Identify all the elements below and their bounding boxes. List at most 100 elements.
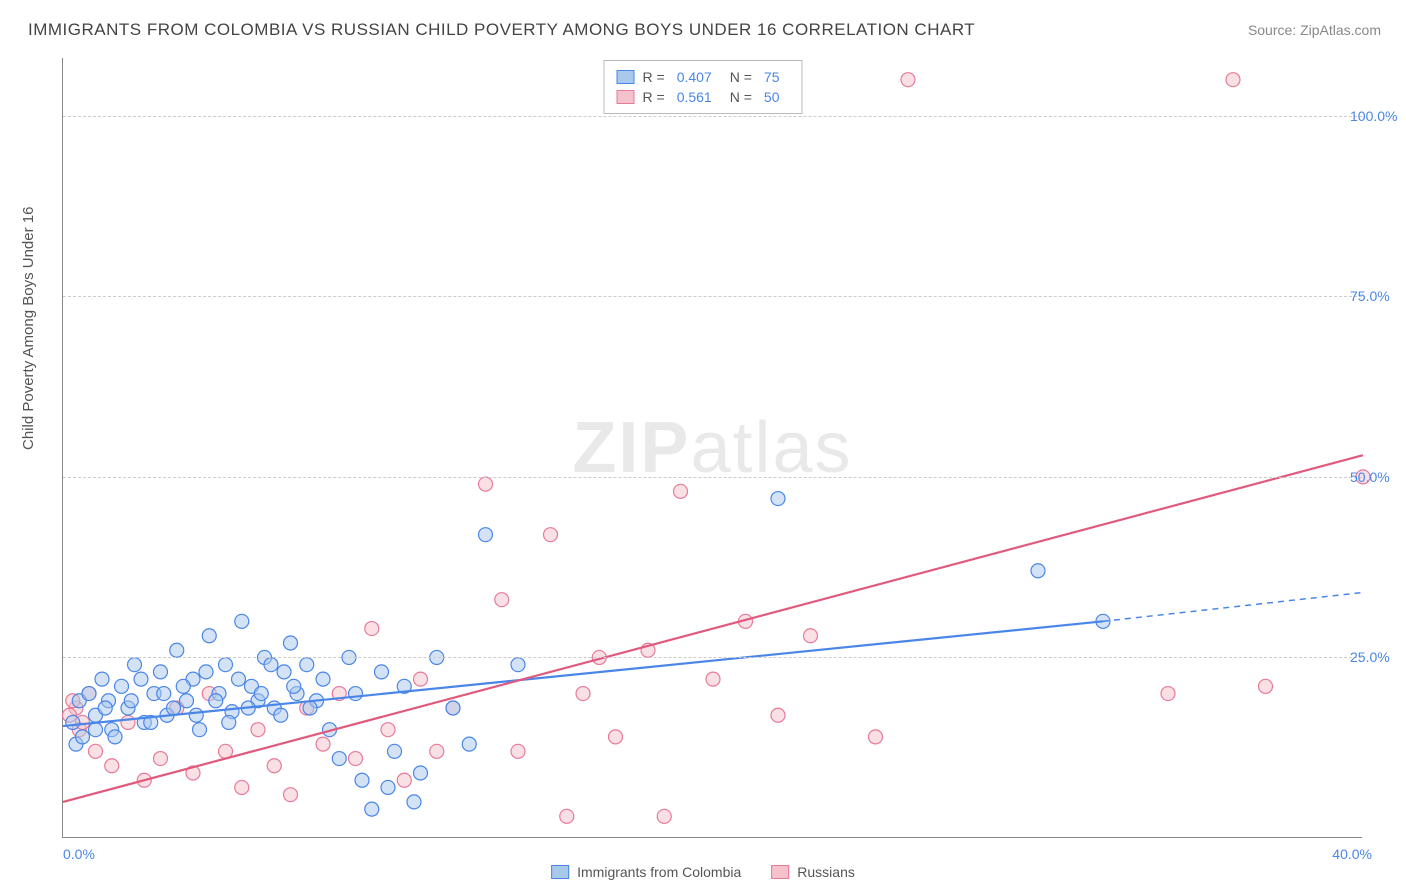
blue-trend-dashed bbox=[1103, 592, 1363, 621]
pink-point bbox=[479, 477, 493, 491]
y-tick-label: 100.0% bbox=[1350, 108, 1406, 124]
blue-point bbox=[134, 672, 148, 686]
blue-point bbox=[193, 723, 207, 737]
legend-label: Russians bbox=[797, 864, 855, 880]
plot-area: 0.0% 40.0% ZIPatlas 25.0%50.0%75.0%100.0… bbox=[62, 58, 1362, 838]
blue-point bbox=[375, 665, 389, 679]
x-tick-max: 40.0% bbox=[1332, 846, 1372, 862]
pink-point bbox=[267, 759, 281, 773]
blue-point bbox=[98, 701, 112, 715]
legend-row: R =0.561N =50 bbox=[617, 87, 790, 107]
blue-point bbox=[287, 679, 301, 693]
n-value: 50 bbox=[764, 89, 780, 105]
blue-point bbox=[349, 687, 363, 701]
pink-point bbox=[657, 809, 671, 823]
blue-point bbox=[89, 723, 103, 737]
legend-swatch bbox=[617, 90, 635, 104]
blue-point bbox=[446, 701, 460, 715]
blue-point bbox=[414, 766, 428, 780]
blue-point bbox=[254, 687, 268, 701]
pink-point bbox=[430, 744, 444, 758]
pink-point bbox=[804, 629, 818, 643]
blue-point bbox=[511, 658, 525, 672]
y-axis-label: Child Poverty Among Boys Under 16 bbox=[20, 207, 37, 450]
legend-label: Immigrants from Colombia bbox=[577, 864, 741, 880]
pink-trend-line bbox=[63, 455, 1363, 802]
legend-item: Immigrants from Colombia bbox=[551, 864, 741, 880]
blue-point bbox=[199, 665, 213, 679]
blue-point bbox=[202, 629, 216, 643]
legend-swatch bbox=[771, 865, 789, 879]
blue-point bbox=[332, 752, 346, 766]
blue-point bbox=[274, 708, 288, 722]
x-tick-min: 0.0% bbox=[63, 846, 95, 862]
n-value: 75 bbox=[764, 69, 780, 85]
n-label: N = bbox=[730, 89, 752, 105]
y-tick-label: 50.0% bbox=[1350, 469, 1406, 485]
r-label: R = bbox=[643, 69, 665, 85]
blue-point bbox=[479, 528, 493, 542]
pink-point bbox=[901, 73, 915, 87]
legend-item: Russians bbox=[771, 864, 855, 880]
correlation-legend: R = 0.407 N = 75R = 0.561 N = 50 bbox=[604, 60, 803, 114]
blue-point bbox=[124, 694, 138, 708]
gridline bbox=[63, 296, 1362, 297]
blue-point bbox=[355, 773, 369, 787]
r-value: 0.561 bbox=[677, 89, 712, 105]
blue-point bbox=[277, 665, 291, 679]
pink-point bbox=[609, 730, 623, 744]
blue-point bbox=[170, 643, 184, 657]
blue-point bbox=[300, 658, 314, 672]
legend-swatch bbox=[617, 70, 635, 84]
blue-point bbox=[462, 737, 476, 751]
blue-point bbox=[82, 687, 96, 701]
pink-point bbox=[105, 759, 119, 773]
blue-point bbox=[176, 679, 190, 693]
blue-point bbox=[66, 715, 80, 729]
source-attribution: Source: ZipAtlas.com bbox=[1248, 22, 1381, 38]
blue-point bbox=[232, 672, 246, 686]
pink-point bbox=[576, 687, 590, 701]
legend-swatch bbox=[551, 865, 569, 879]
pink-point bbox=[495, 593, 509, 607]
r-value: 0.407 bbox=[677, 69, 712, 85]
n-label: N = bbox=[730, 69, 752, 85]
blue-point bbox=[157, 687, 171, 701]
blue-point bbox=[115, 679, 129, 693]
blue-point bbox=[219, 658, 233, 672]
pink-point bbox=[251, 723, 265, 737]
blue-point bbox=[128, 658, 142, 672]
legend-row: R = 0.407 N = 75 bbox=[617, 67, 790, 87]
pink-point bbox=[414, 672, 428, 686]
blue-point bbox=[154, 665, 168, 679]
gridline bbox=[63, 477, 1362, 478]
blue-point bbox=[76, 730, 90, 744]
blue-point bbox=[235, 614, 249, 628]
blue-point bbox=[365, 802, 379, 816]
pink-point bbox=[316, 737, 330, 751]
pink-point bbox=[511, 744, 525, 758]
blue-point bbox=[264, 658, 278, 672]
blue-point bbox=[189, 708, 203, 722]
blue-point bbox=[771, 492, 785, 506]
blue-point bbox=[388, 744, 402, 758]
gridline bbox=[63, 116, 1362, 117]
blue-point bbox=[316, 672, 330, 686]
scatter-chart bbox=[63, 58, 1362, 837]
pink-point bbox=[706, 672, 720, 686]
pink-point bbox=[381, 723, 395, 737]
pink-point bbox=[1259, 679, 1273, 693]
pink-point bbox=[674, 484, 688, 498]
blue-point bbox=[284, 636, 298, 650]
blue-trend-line bbox=[63, 621, 1103, 726]
blue-point bbox=[209, 694, 223, 708]
blue-point bbox=[1031, 564, 1045, 578]
blue-point bbox=[167, 701, 181, 715]
chart-title: IMMIGRANTS FROM COLOMBIA VS RUSSIAN CHIL… bbox=[28, 20, 975, 40]
blue-point bbox=[108, 730, 122, 744]
pink-point bbox=[397, 773, 411, 787]
pink-point bbox=[365, 622, 379, 636]
blue-point bbox=[407, 795, 421, 809]
pink-point bbox=[869, 730, 883, 744]
pink-point bbox=[154, 752, 168, 766]
